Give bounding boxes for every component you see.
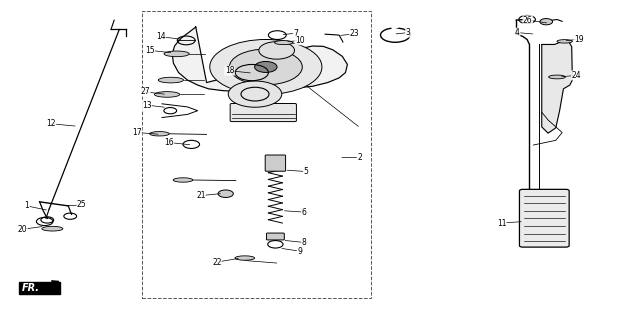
FancyBboxPatch shape bbox=[265, 155, 285, 171]
Text: 8: 8 bbox=[301, 238, 307, 247]
Ellipse shape bbox=[42, 226, 63, 231]
Text: 18: 18 bbox=[225, 66, 234, 75]
Text: 17: 17 bbox=[132, 128, 142, 137]
Text: 19: 19 bbox=[574, 35, 584, 44]
Circle shape bbox=[228, 81, 282, 107]
Text: 9: 9 bbox=[297, 247, 302, 256]
Text: 6: 6 bbox=[301, 208, 307, 217]
Text: 14: 14 bbox=[156, 32, 166, 41]
FancyBboxPatch shape bbox=[520, 189, 569, 247]
Text: 25: 25 bbox=[77, 200, 86, 209]
Ellipse shape bbox=[557, 40, 572, 43]
Text: 12: 12 bbox=[46, 119, 56, 128]
Ellipse shape bbox=[158, 77, 184, 83]
Text: FR.: FR. bbox=[22, 283, 40, 293]
Text: 15: 15 bbox=[145, 46, 155, 55]
Text: 4: 4 bbox=[515, 28, 520, 37]
Circle shape bbox=[210, 39, 322, 94]
Ellipse shape bbox=[154, 92, 180, 97]
Text: 21: 21 bbox=[196, 191, 205, 200]
Polygon shape bbox=[172, 27, 348, 91]
Circle shape bbox=[218, 190, 234, 198]
Text: 5: 5 bbox=[303, 167, 308, 176]
Polygon shape bbox=[19, 282, 60, 294]
FancyBboxPatch shape bbox=[230, 104, 296, 122]
Bar bbox=[141, 11, 371, 298]
Ellipse shape bbox=[164, 51, 189, 57]
Text: 27: 27 bbox=[141, 88, 150, 96]
Text: 10: 10 bbox=[295, 36, 305, 45]
Text: 26: 26 bbox=[523, 16, 532, 25]
Text: 1: 1 bbox=[24, 201, 29, 210]
Ellipse shape bbox=[150, 132, 169, 136]
Circle shape bbox=[255, 61, 277, 72]
Text: 16: 16 bbox=[164, 138, 174, 147]
Circle shape bbox=[229, 49, 302, 85]
Ellipse shape bbox=[275, 41, 292, 45]
Circle shape bbox=[540, 19, 552, 25]
Text: 24: 24 bbox=[572, 71, 581, 80]
Text: 20: 20 bbox=[18, 225, 28, 234]
Ellipse shape bbox=[173, 178, 193, 182]
Ellipse shape bbox=[235, 256, 255, 260]
Text: 13: 13 bbox=[142, 100, 152, 110]
Polygon shape bbox=[541, 41, 572, 133]
Text: 22: 22 bbox=[212, 258, 221, 266]
Text: 3: 3 bbox=[406, 28, 410, 37]
Text: 2: 2 bbox=[357, 153, 362, 162]
FancyBboxPatch shape bbox=[266, 233, 284, 240]
Text: 11: 11 bbox=[497, 219, 506, 227]
Ellipse shape bbox=[548, 75, 566, 79]
Text: 7: 7 bbox=[293, 29, 298, 38]
Circle shape bbox=[259, 42, 294, 59]
Text: 23: 23 bbox=[349, 29, 359, 38]
